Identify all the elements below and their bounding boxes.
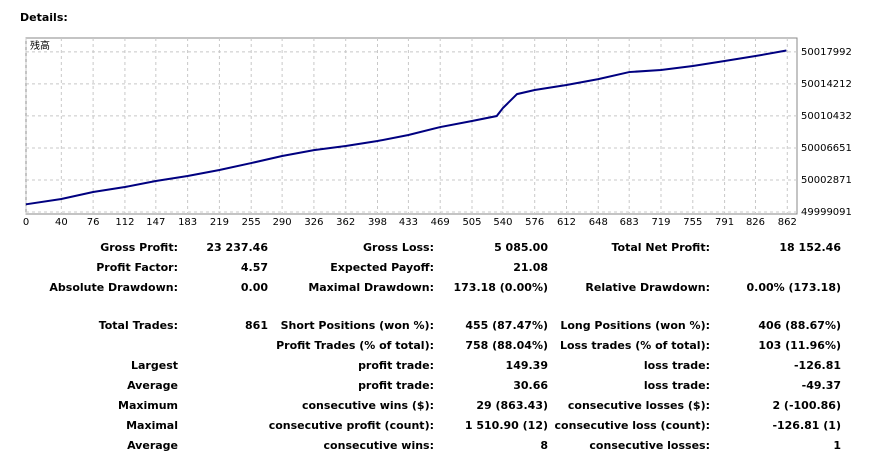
cell-label: Profit Factor: (96, 261, 178, 274)
x-tick-label: 362 (336, 217, 355, 228)
cell-value: 30.66 (513, 379, 548, 392)
cell-value: 8 (540, 439, 548, 452)
y-tick-label: 50002871 (801, 175, 852, 186)
cell-label: Largest (131, 359, 178, 372)
x-tick-label: 612 (557, 217, 576, 228)
cell-value: 1 (833, 439, 841, 452)
cell-label: profit trade: (358, 359, 434, 372)
details-title: Details: (20, 11, 68, 24)
cell-value: 2 (-100.86) (772, 399, 841, 412)
cell-value: 0.00% (173.18) (747, 281, 842, 294)
x-tick-label: 505 (462, 217, 481, 228)
x-tick-label: 540 (493, 217, 512, 228)
cell-value: 4.57 (241, 261, 268, 274)
cell-label: loss trade: (644, 379, 710, 392)
cell-label: Short Positions (won %): (281, 319, 434, 332)
x-tick-label: 326 (304, 217, 323, 228)
y-tick-label: 50006651 (801, 143, 852, 154)
x-tick-label: 76 (87, 217, 100, 228)
y-tick-label: 50017992 (801, 47, 852, 58)
cell-label: consecutive wins ($): (302, 399, 434, 412)
cell-label: consecutive loss (count): (555, 419, 710, 432)
cell-value: 29 (863.43) (476, 399, 548, 412)
x-tick-label: 576 (525, 217, 544, 228)
cell-label: Total Net Profit: (612, 241, 711, 254)
x-tick-label: 112 (115, 217, 134, 228)
cell-label: Total Trades: (99, 319, 178, 332)
x-tick-label: 826 (746, 217, 765, 228)
x-tick-label: 219 (210, 217, 229, 228)
cell-label: consecutive wins: (324, 439, 434, 452)
cell-label: Average (127, 379, 178, 392)
x-tick-label: 719 (651, 217, 670, 228)
cell-label: Relative Drawdown: (585, 281, 710, 294)
cell-label: Expected Payoff: (330, 261, 434, 274)
y-tick-label: 49999091 (801, 207, 852, 218)
legend-label: 残高 (30, 39, 50, 52)
x-tick-label: 791 (715, 217, 734, 228)
cell-value: 861 (245, 319, 268, 332)
cell-value: -49.37 (802, 379, 841, 392)
cell-value: 149.39 (506, 359, 548, 372)
cell-value: 1 510.90 (12) (465, 419, 548, 432)
x-tick-label: 40 (55, 217, 68, 228)
cell-label: Absolute Drawdown: (49, 281, 178, 294)
cell-label: Maximum (118, 399, 178, 412)
cell-value: 23 237.46 (206, 241, 268, 254)
x-tick-label: 183 (178, 217, 197, 228)
cell-value: 455 (87.47%) (465, 319, 548, 332)
cell-label: consecutive losses: (589, 439, 710, 452)
cell-value: 103 (11.96%) (758, 339, 841, 352)
x-tick-label: 290 (273, 217, 292, 228)
x-tick-label: 862 (778, 217, 797, 228)
cell-value: 18 152.46 (779, 241, 841, 254)
cell-label: Long Positions (won %): (560, 319, 710, 332)
cell-label: Loss trades (% of total): (560, 339, 710, 352)
x-tick-label: 147 (146, 217, 165, 228)
x-tick-label: 755 (683, 217, 702, 228)
cell-label: loss trade: (644, 359, 710, 372)
cell-label: Maximal Drawdown: (308, 281, 434, 294)
cell-label: Average (127, 439, 178, 452)
y-tick-label: 50014212 (801, 79, 852, 90)
cell-label: Gross Loss: (363, 241, 434, 254)
cell-value: 406 (88.67%) (758, 319, 841, 332)
cell-value: 758 (88.04%) (465, 339, 548, 352)
cell-label: consecutive profit (count): (269, 419, 434, 432)
cell-value: 173.18 (0.00%) (454, 281, 549, 294)
x-tick-label: 255 (242, 217, 261, 228)
cell-value: 21.08 (513, 261, 548, 274)
cell-value: -126.81 (1) (772, 419, 841, 432)
balance-line (25, 49, 787, 206)
x-tick-label: 683 (620, 217, 639, 228)
x-tick-label: 0 (23, 217, 29, 228)
x-tick-label: 433 (399, 217, 418, 228)
cell-value: -126.81 (794, 359, 841, 372)
x-tick-label: 469 (431, 217, 450, 228)
x-tick-label: 398 (368, 217, 387, 228)
plot-frame (25, 37, 798, 215)
cell-value: 0.00 (241, 281, 268, 294)
cell-label: consecutive losses ($): (568, 399, 710, 412)
cell-label: Profit Trades (% of total): (276, 339, 434, 352)
cell-value: 5 085.00 (494, 241, 548, 254)
y-tick-label: 50010432 (801, 111, 852, 122)
cell-label: Maximal (126, 419, 178, 432)
cell-label: Gross Profit: (100, 241, 178, 254)
cell-label: profit trade: (358, 379, 434, 392)
x-tick-label: 648 (589, 217, 608, 228)
